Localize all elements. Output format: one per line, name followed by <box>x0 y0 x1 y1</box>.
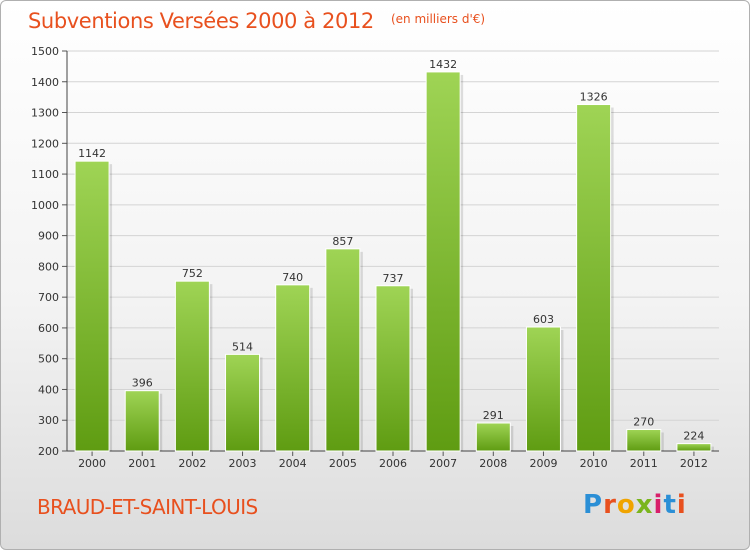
y-tick-label: 200 <box>38 445 59 458</box>
bar-2006 <box>375 285 411 452</box>
y-tick-label: 900 <box>38 230 59 243</box>
value-label-2003: 514 <box>232 340 253 353</box>
logo-letter: t <box>663 490 677 520</box>
y-tick-label: 1300 <box>31 107 59 120</box>
bar-2011 <box>626 428 662 452</box>
value-label-2009: 603 <box>533 313 554 326</box>
title-row: Subventions Versées 2000 à 2012 (en mill… <box>28 9 485 33</box>
bar-2008 <box>475 422 511 452</box>
bar-2005 <box>325 248 361 452</box>
chart-title: Subventions Versées 2000 à 2012 <box>28 9 374 33</box>
bar-2000 <box>74 160 110 452</box>
logo-letter: o <box>616 490 636 520</box>
y-tick-label: 1400 <box>31 76 59 89</box>
y-tick-label: 700 <box>38 291 59 304</box>
y-tick-label: 400 <box>38 383 59 396</box>
y-tick-label: 300 <box>38 414 59 427</box>
x-tick-label-2012: 2012 <box>680 457 708 470</box>
x-tick-label-2006: 2006 <box>379 457 407 470</box>
x-tick-label-2008: 2008 <box>479 457 507 470</box>
logo-letter: x <box>635 490 654 520</box>
value-label-2000: 1142 <box>78 147 106 160</box>
y-tick-label: 1200 <box>31 137 59 150</box>
bar-2012 <box>676 443 712 452</box>
value-label-2007: 1432 <box>429 58 457 71</box>
x-tick-label-2004: 2004 <box>279 457 307 470</box>
bar-2001 <box>124 390 160 452</box>
y-tick-label: 800 <box>38 260 59 273</box>
value-label-2004: 740 <box>282 271 303 284</box>
labels: 200 300 400 500 600 700 800 900 1000 1100 1200 1300… <box>31 45 708 470</box>
y-tick-label: 500 <box>38 353 59 366</box>
value-label-2005: 857 <box>332 235 353 248</box>
x-tick-label-2011: 2011 <box>630 457 658 470</box>
value-label-2008: 291 <box>483 409 504 422</box>
commune-name: BRAUD-ET-SAINT-LOUIS <box>37 495 258 519</box>
value-label-2006: 737 <box>383 272 404 285</box>
x-tick-label-2010: 2010 <box>580 457 608 470</box>
x-tick-label-2005: 2005 <box>329 457 357 470</box>
x-tick-label-2001: 2001 <box>128 457 156 470</box>
bar-2004 <box>275 284 311 452</box>
value-label-2011: 270 <box>633 415 654 428</box>
bar-2003 <box>225 353 261 452</box>
bar-2002 <box>174 280 210 452</box>
x-tick-label-2002: 2002 <box>178 457 206 470</box>
x-tick-label-2007: 2007 <box>429 457 457 470</box>
value-label-2010: 1326 <box>580 91 608 104</box>
value-label-2001: 396 <box>132 377 153 390</box>
y-tick-label: 1500 <box>31 45 59 58</box>
y-tick-label: 1100 <box>31 168 59 181</box>
x-tick-label-2009: 2009 <box>529 457 557 470</box>
bar-2010 <box>576 104 612 452</box>
x-tick-label-2000: 2000 <box>78 457 106 470</box>
logo-letter: i <box>676 490 687 520</box>
proxiti-logo: Proxiti <box>583 490 687 520</box>
value-label-2002: 752 <box>182 267 203 280</box>
bar-2009 <box>525 326 561 452</box>
logo-letter: P <box>583 490 604 520</box>
value-label-2012: 224 <box>683 430 704 443</box>
bars <box>74 71 714 452</box>
y-tick-label: 1000 <box>31 199 59 212</box>
chart-subtitle: (en milliers d'€) <box>390 12 486 26</box>
logo-letter: i <box>653 490 664 520</box>
bar-2007 <box>425 71 461 452</box>
logo-letter: r <box>603 490 617 520</box>
x-tick-label-2003: 2003 <box>229 457 257 470</box>
y-tick-label: 600 <box>38 322 59 335</box>
